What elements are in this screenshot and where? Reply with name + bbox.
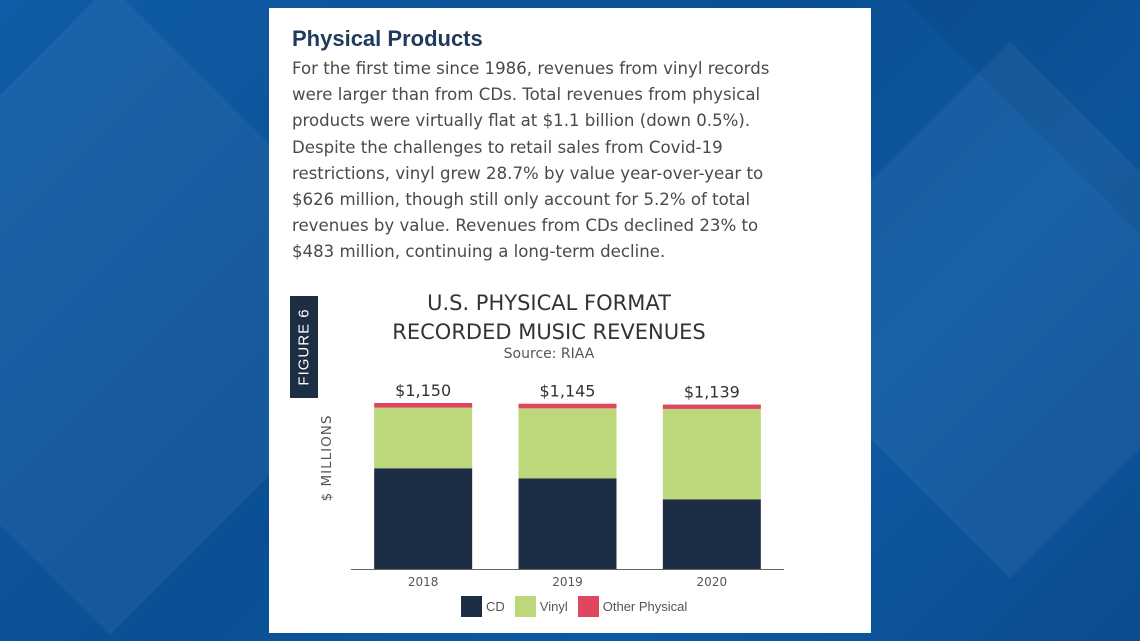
chart-source: Source: RIAA — [503, 346, 595, 362]
legend-item: CD — [461, 596, 505, 617]
bar-segment-cd — [518, 478, 617, 569]
legend-item: Vinyl — [514, 596, 568, 617]
bar-segment-other-physical — [374, 403, 473, 408]
bar-segment-other-physical — [662, 404, 761, 409]
paragraph-line: were larger than from CDs. Total revenue… — [292, 85, 761, 105]
chart-title-line: U.S. PHYSICAL FORMAT — [427, 291, 671, 315]
paragraph-line: restrictions, vinyl grew 28.7% by value … — [292, 163, 764, 183]
x-tick-label: 2019 — [552, 575, 583, 589]
bar-total-label: $1,150 — [395, 381, 451, 400]
paragraph-line: $626 million, though still only account … — [292, 190, 751, 210]
legend-swatch — [577, 596, 599, 617]
bar-total-label: $1,145 — [540, 382, 596, 401]
section-heading: Physical Products — [292, 26, 483, 51]
legend-item: Other Physical — [577, 596, 688, 617]
legend-label: CD — [486, 599, 505, 614]
bar-segment-cd — [662, 499, 761, 569]
legend-swatch — [461, 596, 482, 617]
bar-segment-vinyl — [374, 407, 473, 469]
bar-segment-cd — [374, 468, 473, 569]
chart-title: U.S. PHYSICAL FORMAT RECORDED MUSIC REVE… — [359, 289, 739, 347]
paragraph-line: revenues by value. Revenues from CDs dec… — [292, 216, 759, 236]
bar-segment-vinyl — [518, 408, 617, 479]
x-tick-label: 2018 — [408, 575, 439, 589]
legend-swatch — [514, 596, 536, 617]
figure-tab: FIGURE 6 — [290, 296, 318, 398]
chart-title-line: RECORDED MUSIC REVENUES — [392, 320, 706, 344]
legend-label: Vinyl — [539, 599, 568, 614]
bar-segment-vinyl — [662, 408, 761, 500]
x-tick-label: 2020 — [697, 575, 728, 589]
paragraph-line: $483 million, continuing a long-term dec… — [292, 242, 666, 262]
paragraph-line: Despite the challenges to retail sales f… — [292, 137, 723, 157]
legend-label: Other Physical — [602, 599, 688, 614]
chart-legend: CD Vinyl Other Physical — [461, 596, 697, 617]
bar-total-label: $1,139 — [684, 383, 740, 402]
paragraph-line: For the first time since 1986, revenues … — [292, 59, 770, 78]
section-paragraph: For the first time since 1986, revenues … — [292, 56, 852, 266]
paragraph-line: products were virtually flat at $1.1 bil… — [292, 111, 751, 131]
document-card: Physical Products For the first time sin… — [269, 8, 871, 633]
bar-segment-other-physical — [518, 403, 617, 409]
stacked-bar-chart: $1,150 2018 $1,145 2019 $1,139 2020 — [351, 381, 784, 589]
